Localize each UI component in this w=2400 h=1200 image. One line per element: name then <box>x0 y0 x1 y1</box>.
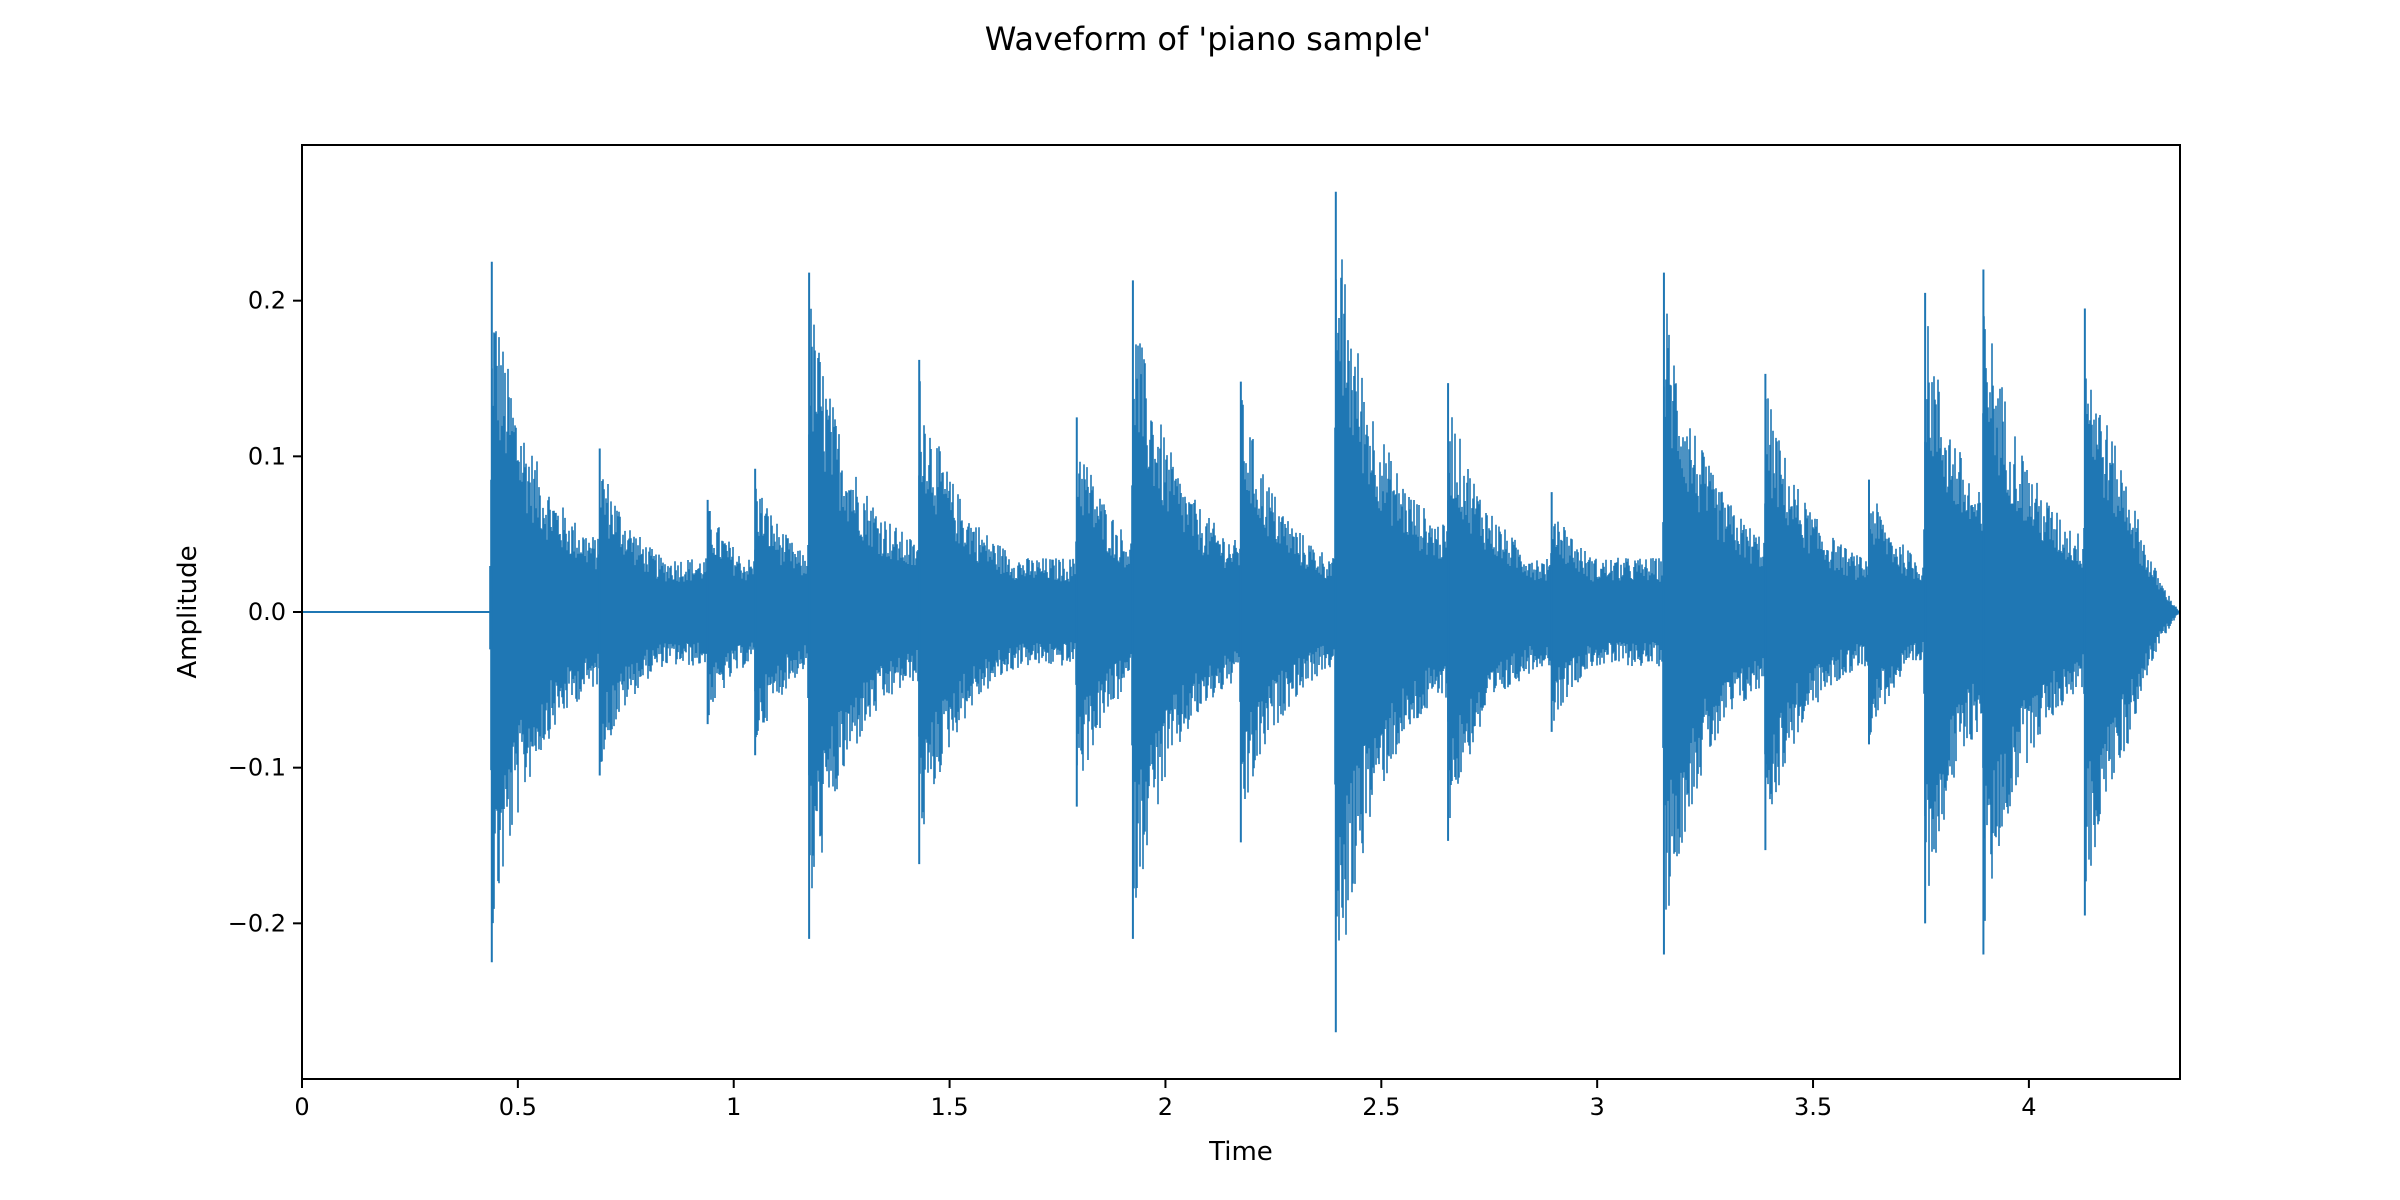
x-tick-label: 1.5 <box>931 1093 969 1121</box>
y-tick-label: 0.1 <box>248 442 286 470</box>
x-axis-label: Time <box>1208 1137 1273 1167</box>
x-tick-label: 3 <box>1590 1093 1605 1121</box>
x-axis-ticks: 0 0.5 1 1.5 2 2.5 3 3.5 4 <box>294 1079 2037 1121</box>
x-tick-label: 4 <box>2021 1093 2036 1121</box>
chart-title: Waveform of 'piano sample' <box>985 20 1431 58</box>
x-tick-label: 0 <box>294 1093 309 1121</box>
plot-area <box>301 144 2181 1080</box>
y-tick-label: −0.2 <box>228 909 286 937</box>
waveform-layer <box>302 191 2180 1033</box>
y-axis-ticks: 0.2 0.1 0.0 −0.1 −0.2 <box>228 287 302 937</box>
x-tick-label: 1 <box>726 1093 741 1121</box>
y-tick-label: 0.2 <box>248 287 286 315</box>
y-tick-label: −0.1 <box>228 754 286 782</box>
x-tick-label: 3.5 <box>1794 1093 1832 1121</box>
x-tick-label: 2.5 <box>1362 1093 1400 1121</box>
x-tick-label: 2 <box>1158 1093 1173 1121</box>
x-tick-label: 0.5 <box>499 1093 537 1121</box>
y-tick-label: 0.0 <box>248 598 286 626</box>
y-axis-label: Amplitude <box>173 545 203 678</box>
